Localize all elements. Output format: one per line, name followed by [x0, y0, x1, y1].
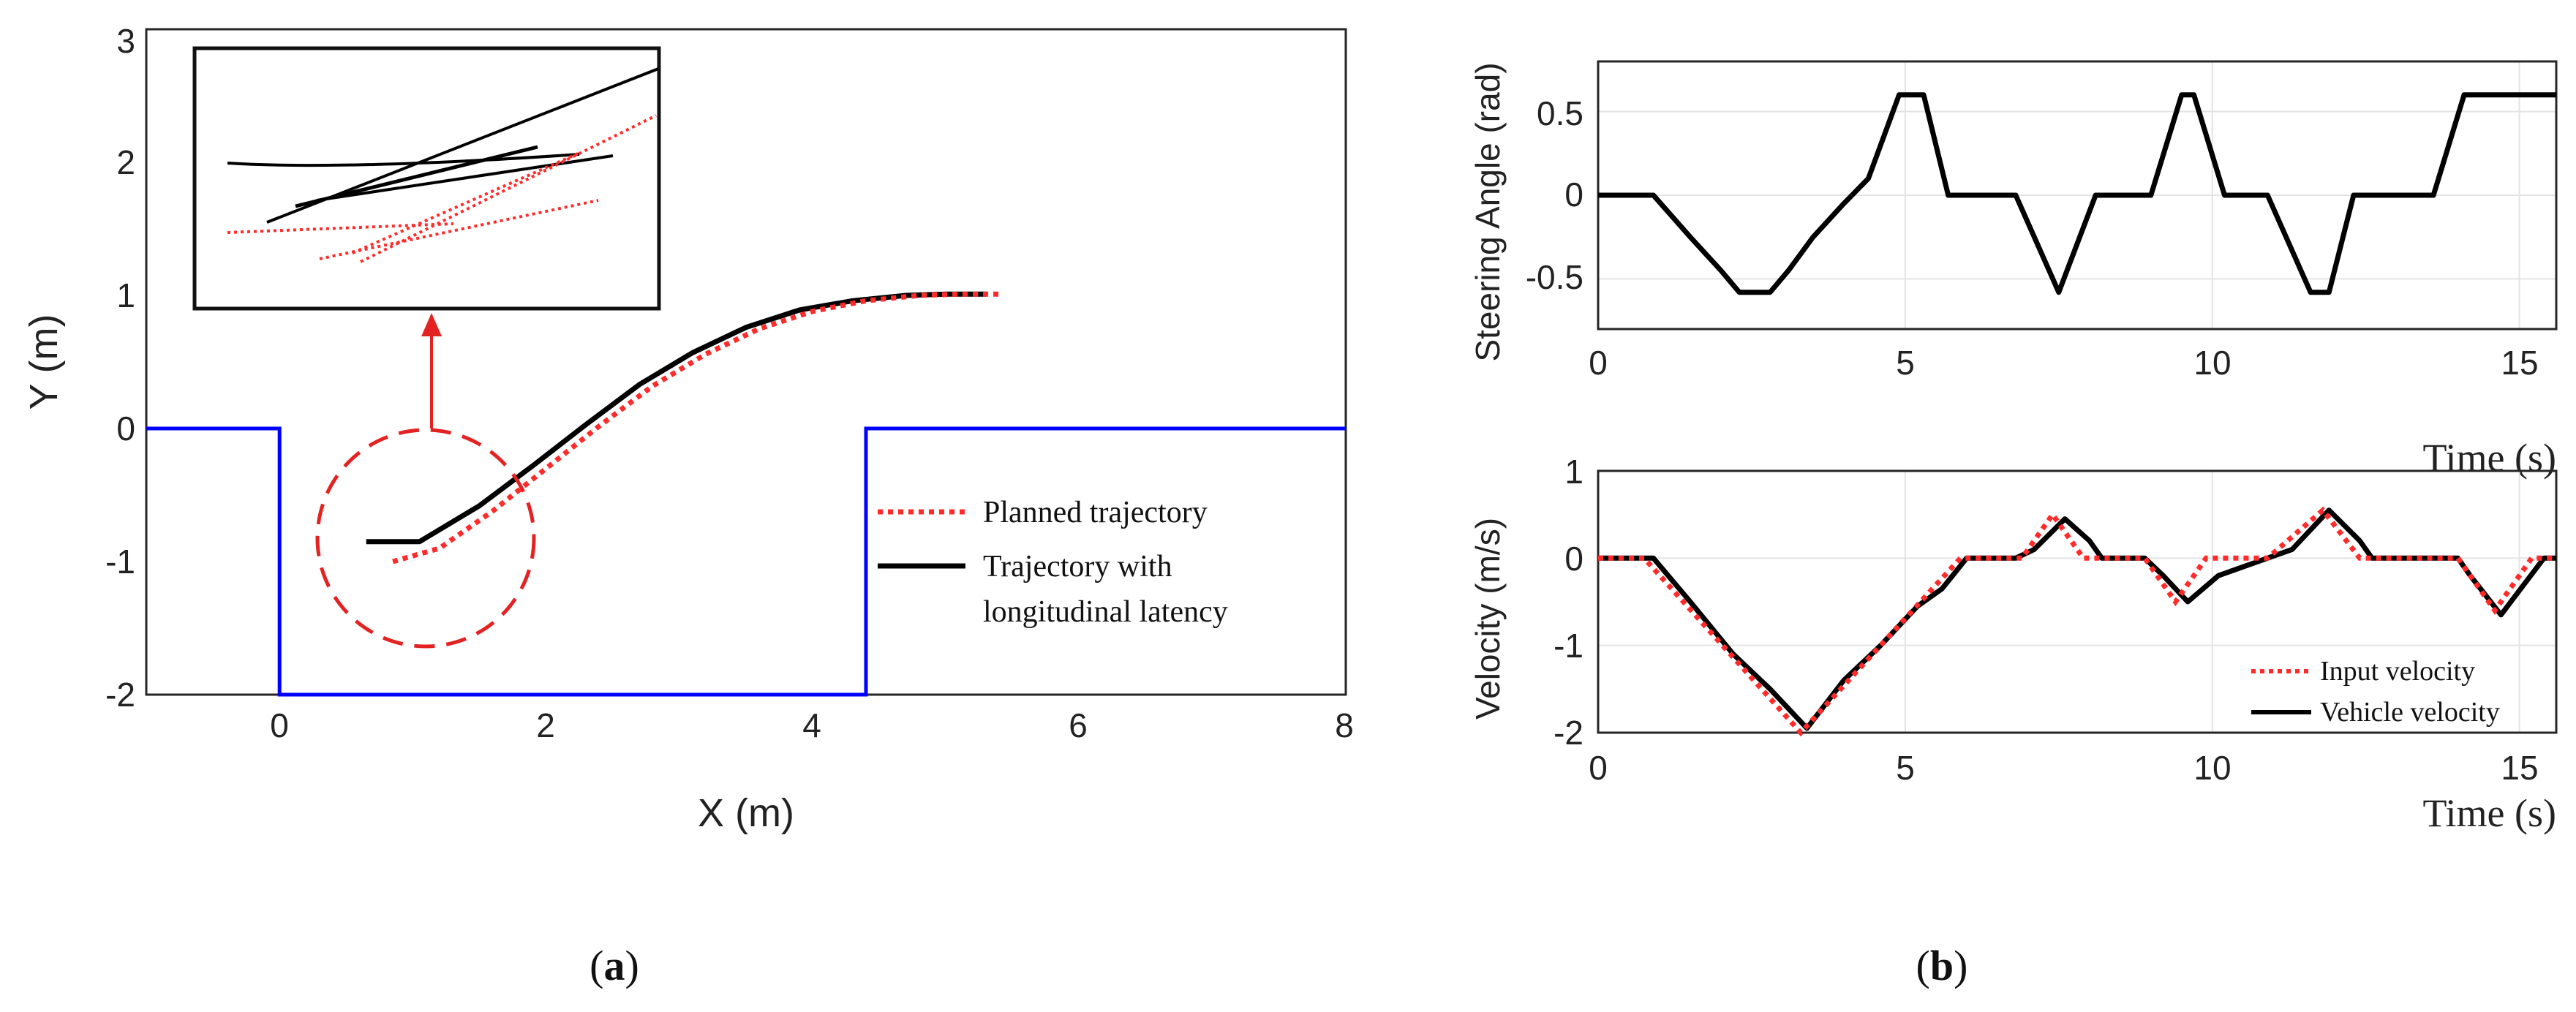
- zoom-inset: [192, 46, 661, 311]
- panel-b-top-y-ticks: 0.5 0 -0.5: [1526, 94, 1583, 296]
- panel-a-y-label: Y (m): [22, 314, 66, 410]
- panel-a-legend: Planned trajectory Trajectory with longi…: [878, 496, 1228, 629]
- tick-x-a-4: 8: [1335, 706, 1354, 744]
- panel-b-caption-letter: b: [1930, 942, 1954, 989]
- tick-x-bb-2: 10: [2193, 749, 2231, 787]
- panel-b-caption-close: ): [1954, 942, 1967, 989]
- zoom-arrow-head: [421, 313, 442, 336]
- panel-a-caption-open: (: [590, 942, 603, 989]
- tick-y-bb-1: 0: [1564, 540, 1583, 578]
- legend-label-planned: Planned trajectory: [983, 496, 1208, 529]
- tick-x-bt-0: 0: [1589, 344, 1608, 382]
- legend-label-latency-1: Trajectory with: [983, 550, 1172, 584]
- panel-b-bottom-plot-frame: [1597, 469, 2558, 734]
- tick-y-bt-0: 0.5: [1537, 94, 1583, 132]
- panel-b-top-x-label: Time (s): [2422, 436, 2556, 480]
- tick-x-bb-0: 0: [1589, 749, 1608, 787]
- series-steering-angle: [1598, 92, 2556, 295]
- zoom-inset-frame: [192, 46, 661, 311]
- tick-y-a-1: -1: [105, 543, 135, 581]
- tick-x-a-3: 6: [1069, 706, 1088, 744]
- tick-y-bb-2: -1: [1553, 627, 1583, 665]
- panel-b-bottom-y-label: Velocity (m/s): [1469, 518, 1507, 720]
- panel-b-caption: (b): [1916, 942, 1968, 989]
- panel-a-y-ticks: -2 -1 0 1 2 3: [105, 22, 135, 714]
- panel-a-caption: (a): [590, 942, 639, 989]
- panel-b-bottom-grid: [1598, 471, 2556, 733]
- inset-black-line-4: [316, 154, 614, 202]
- panel-b-bottom-y-ticks: 1 0 -1 -2: [1553, 453, 1583, 752]
- tick-x-bt-1: 5: [1896, 344, 1915, 382]
- tick-y-a-3: 1: [116, 276, 135, 314]
- tick-y-a-0: -2: [105, 676, 135, 714]
- inset-red-line-2: [319, 199, 599, 260]
- tick-y-a-2: 0: [116, 409, 135, 448]
- series-parking-boundary: [146, 426, 1346, 697]
- legend-label-latency-2: longitudinal latency: [983, 595, 1228, 629]
- tick-y-a-5: 3: [116, 22, 135, 60]
- series-input-velocity: [1598, 506, 2556, 737]
- series-vehicle-velocity: [1598, 507, 2556, 731]
- tick-x-bb-3: 15: [2501, 749, 2538, 787]
- tick-x-a-1: 2: [536, 706, 555, 744]
- zoom-region-circle: [315, 428, 536, 649]
- tick-x-bb-1: 5: [1896, 749, 1915, 787]
- inset-red-line-3: [360, 114, 657, 263]
- panel-b-legend: Input velocity Vehicle velocity: [2251, 656, 2500, 728]
- panel-a-x-ticks: 0 2 4 6 8: [270, 706, 1354, 744]
- tick-y-bt-2: -0.5: [1526, 258, 1583, 296]
- panel-b-top-y-label: Steering Angle (rad): [1469, 62, 1507, 361]
- panel-b-bottom-x-ticks: 0 5 10 15: [1589, 749, 2538, 787]
- panel-a-caption-close: ): [625, 942, 639, 989]
- legend-label-input: Input velocity: [2320, 656, 2475, 687]
- tick-x-bt-2: 10: [2193, 344, 2231, 382]
- panel-a-x-label: X (m): [698, 791, 794, 835]
- inset-black-line-1: [227, 153, 580, 167]
- tick-y-bb-3: -2: [1553, 714, 1583, 752]
- panel-a: 0 2 4 6 8 -2 -1 0 1 2 3 X (m) Y (m): [22, 22, 1354, 989]
- series-planned-trajectory: [392, 291, 1000, 564]
- panel-a-caption-letter: a: [604, 942, 625, 989]
- panel-b-bottom-x-label: Time (s): [2422, 791, 2556, 835]
- panel-b-caption-open: (: [1916, 942, 1930, 989]
- tick-y-bt-1: 0: [1564, 175, 1583, 214]
- inset-red-line-1: [227, 222, 454, 234]
- panel-b-top-x-ticks: 0 5 10 15: [1589, 344, 2538, 382]
- inset-red-line-4: [352, 152, 579, 254]
- legend-label-vehicle: Vehicle velocity: [2320, 697, 2500, 728]
- panel-b-top: 0 5 10 15 0.5 0 -0.5 Time (s) Steering A…: [1469, 60, 2558, 480]
- tick-y-a-4: 2: [116, 143, 135, 181]
- panel-b-top-grid: [1598, 61, 2556, 329]
- panel-b-bottom: 0 5 10 15 1 0 -1 -2 Time (s) Velocity (m…: [1469, 453, 2558, 989]
- tick-y-bb-0: 1: [1564, 453, 1583, 491]
- tick-x-a-0: 0: [270, 706, 289, 744]
- tick-x-a-2: 4: [802, 706, 821, 744]
- tick-x-bt-3: 15: [2501, 344, 2538, 382]
